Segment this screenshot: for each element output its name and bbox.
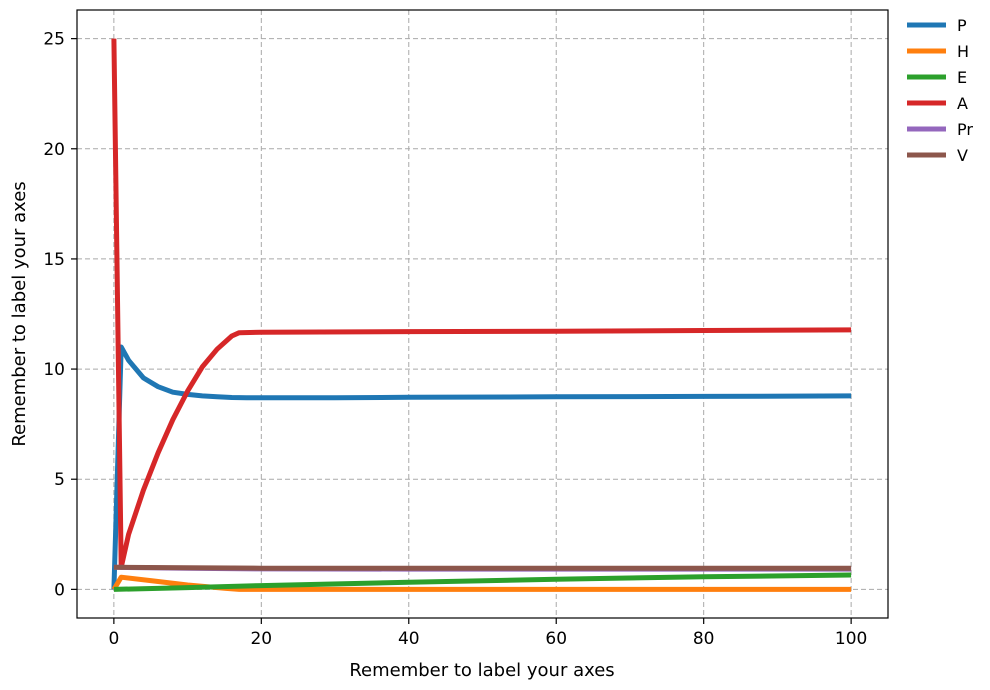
- y-tick-label: 25: [43, 30, 65, 50]
- x-tick-label: 20: [250, 629, 272, 649]
- x-tick-label: 60: [545, 629, 567, 649]
- legend-label-e: E: [957, 68, 967, 87]
- legend-label-p: P: [957, 16, 967, 35]
- series-line-p: [111, 344, 852, 590]
- y-tick-label: 15: [43, 250, 65, 270]
- series-line-e: [113, 572, 852, 592]
- series-line-a: [111, 38, 852, 570]
- x-tick-label: 40: [398, 629, 420, 649]
- x-tick-label: 0: [108, 629, 119, 649]
- grid-layer: [77, 10, 888, 618]
- y-axis-label: Remember to label your axes: [9, 181, 30, 446]
- series-line-v: [113, 564, 852, 571]
- x-axis-label: Remember to label your axes: [349, 660, 614, 681]
- legend-label-pr: Pr: [957, 120, 973, 139]
- series-line-h: [111, 574, 852, 592]
- plot-frame: [76, 9, 889, 619]
- y-tick-label: 0: [54, 580, 65, 600]
- legend-label-h: H: [957, 42, 969, 61]
- series-layer: [111, 38, 852, 592]
- y-tick-label: 10: [43, 360, 65, 380]
- y-tick-label: 5: [54, 470, 65, 490]
- legend-label-v: V: [957, 146, 968, 165]
- y-tick-label: 20: [43, 140, 65, 160]
- x-tick-label: 100: [835, 629, 867, 649]
- legend-label-a: A: [957, 94, 968, 113]
- x-tick-label: 80: [693, 629, 715, 649]
- ticks-layer: 0 20 40 60 80 100 0 5 10 15 20 25: [43, 30, 867, 649]
